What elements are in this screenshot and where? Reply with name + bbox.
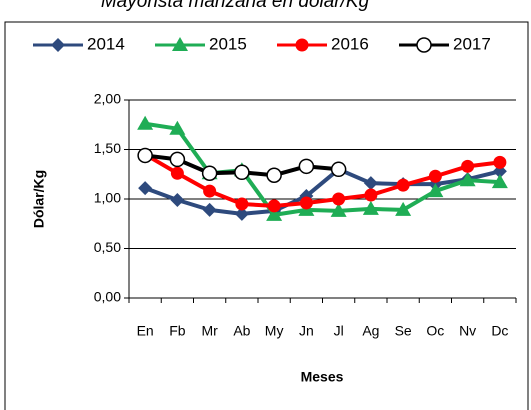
y-tick-label: 1,00 bbox=[94, 190, 121, 206]
data-point bbox=[203, 184, 217, 198]
legend-marker bbox=[416, 37, 432, 53]
x-tick-label: Jl bbox=[334, 323, 344, 339]
data-point bbox=[461, 159, 475, 173]
x-tick-label: Oc bbox=[426, 323, 444, 339]
data-point bbox=[234, 206, 249, 221]
legend-label: 2017 bbox=[453, 34, 491, 53]
chart-border bbox=[4, 21, 529, 410]
data-point bbox=[332, 192, 346, 206]
data-point bbox=[169, 120, 186, 135]
series-line bbox=[144, 167, 501, 216]
legend-marker bbox=[172, 37, 188, 51]
x-axis-label: Meses bbox=[301, 369, 344, 385]
legend-label: 2014 bbox=[87, 34, 125, 53]
x-tick-label: Jn bbox=[299, 323, 314, 339]
data-point bbox=[137, 147, 153, 164]
x-tick-label: En bbox=[137, 323, 154, 339]
data-point bbox=[170, 192, 185, 207]
data-point bbox=[364, 188, 378, 202]
data-point bbox=[138, 181, 153, 196]
x-tick-label: Mr bbox=[201, 323, 218, 339]
series-line bbox=[144, 121, 500, 217]
x-tick-label: Ag bbox=[362, 323, 379, 339]
y-axis-label: Dólar/Kg bbox=[31, 170, 47, 228]
x-tick-label: My bbox=[265, 323, 284, 339]
y-tick-label: 0,00 bbox=[94, 289, 121, 305]
data-point bbox=[428, 169, 442, 183]
data-point bbox=[169, 151, 186, 168]
x-tick-label: Se bbox=[395, 323, 412, 339]
y-tick-label: 0,50 bbox=[94, 239, 121, 255]
y-tick-label: 2,00 bbox=[94, 91, 121, 107]
legend-marker bbox=[295, 38, 309, 52]
data-point bbox=[201, 165, 218, 182]
data-point bbox=[267, 199, 281, 213]
data-point bbox=[493, 155, 507, 169]
data-point bbox=[459, 172, 476, 187]
data-point bbox=[234, 164, 250, 181]
data-point bbox=[266, 206, 283, 221]
data-point bbox=[330, 202, 347, 217]
data-point bbox=[362, 200, 379, 215]
legend-marker bbox=[51, 38, 65, 52]
legend-label: 2016 bbox=[331, 34, 369, 53]
data-point bbox=[137, 115, 154, 130]
x-tick-label: Ab bbox=[233, 323, 250, 339]
data-point bbox=[330, 161, 347, 178]
data-point bbox=[266, 167, 282, 183]
data-point bbox=[202, 202, 217, 217]
data-point bbox=[363, 176, 378, 191]
data-point bbox=[170, 166, 184, 180]
data-point bbox=[298, 158, 315, 175]
data-point bbox=[395, 201, 412, 216]
data-point bbox=[491, 174, 508, 189]
data-point bbox=[299, 196, 313, 210]
x-tick-label: Nv bbox=[459, 323, 476, 339]
x-tick-label: Dc bbox=[491, 323, 508, 339]
data-point bbox=[396, 178, 410, 192]
y-tick-label: 1,50 bbox=[94, 140, 121, 156]
x-tick-label: Fb bbox=[169, 323, 186, 339]
chart-title: Mayorista manzana en dólar/Kg bbox=[101, 0, 370, 12]
data-point bbox=[235, 197, 249, 211]
data-point bbox=[427, 183, 444, 198]
legend-label: 2015 bbox=[209, 34, 247, 53]
